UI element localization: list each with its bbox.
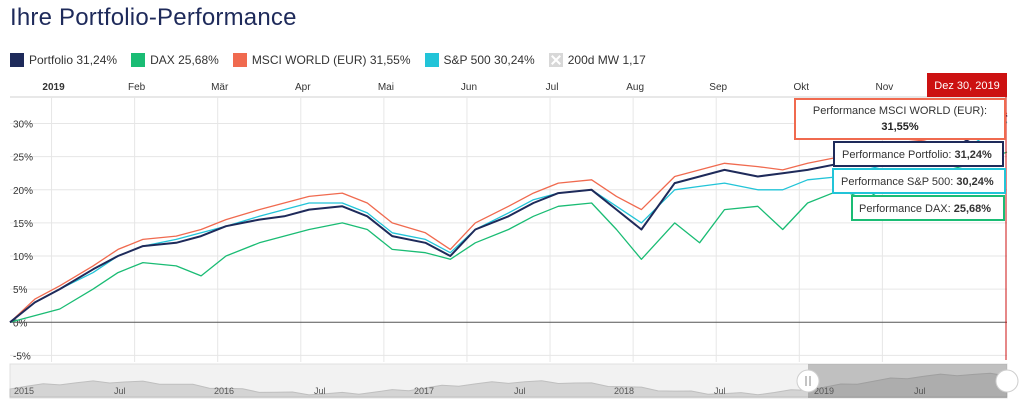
navigator-label: 2019 xyxy=(814,386,834,396)
y-tick-label: 0% xyxy=(13,318,28,329)
tooltip-sp500-value: 30,24% xyxy=(956,176,994,188)
x-tick-label: Apr xyxy=(295,82,311,93)
legend-label-dax: DAX xyxy=(150,53,175,67)
navigator-label: Jul xyxy=(714,386,726,396)
legend-item-portfolio[interactable]: Portfolio 31,24% xyxy=(10,53,117,67)
page-title: Ihre Portfolio-Performance xyxy=(10,4,297,31)
y-tick-label: -5% xyxy=(13,351,31,362)
navigator-label: 2015 xyxy=(14,386,34,396)
x-tick-label: Okt xyxy=(794,82,810,93)
tooltip-sp500: Performance S&P 500: 30,24% xyxy=(832,168,1006,194)
legend-item-dax[interactable]: DAX 25,68% xyxy=(131,53,219,67)
tooltip-portfolio: Performance Portfolio: 31,24% xyxy=(833,141,1004,167)
x-tick-label: Nov xyxy=(875,82,893,93)
tooltip-portfolio-box xyxy=(833,141,1004,167)
legend-label-ma200: 200d MW xyxy=(567,53,620,67)
range-navigator[interactable]: 2015 Jul 2016 Jul 2017 Jul 2018 Jul 2019 Jul xyxy=(9,363,1019,399)
legend-value-msci: 31,55% xyxy=(369,53,411,67)
legend-swatch-sp500 xyxy=(424,53,439,67)
tooltip-sp500-label: Performance S&P 500: xyxy=(841,176,953,188)
tooltip-sp500-text: Performance S&P 500: 30,24% xyxy=(841,176,994,188)
legend-label-portfolio: Portfolio xyxy=(29,53,74,67)
x-tick-label: 2019 xyxy=(42,82,65,93)
legend-swatch-dax xyxy=(131,53,146,67)
y-tick-label: 30% xyxy=(13,120,33,131)
legend-item-msci[interactable]: MSCI WORLD (EUR) 31,55% xyxy=(232,53,411,67)
legend-swatch-ma200 xyxy=(548,53,563,67)
navigator-label: 2018 xyxy=(614,386,634,396)
tooltip-portfolio-label: Performance Portfolio: xyxy=(842,149,951,161)
date-badge-bg xyxy=(927,73,1007,97)
navigator-label: Jul xyxy=(314,386,326,396)
y-tick-label: 10% xyxy=(13,252,33,263)
tooltip-msci: Performance MSCI WORLD (EUR): 31,55% xyxy=(794,98,1006,140)
tooltip-dax-value: 25,68% xyxy=(954,203,992,215)
y-tick-label: 15% xyxy=(13,219,33,230)
x-axis-ticks: 2019 Feb Mär Apr Mai Jun Jul Aug Sep Okt Nov xyxy=(42,82,893,93)
navigator-label: 2016 xyxy=(214,386,234,396)
x-tick-label: Feb xyxy=(128,82,146,93)
navigator-handle-right[interactable] xyxy=(995,369,1019,393)
tooltip-sp500-box xyxy=(832,168,1006,194)
legend-swatch-portfolio xyxy=(10,53,24,67)
legend-label-msci: MSCI WORLD (EUR) xyxy=(251,53,367,67)
x-tick-label: Mai xyxy=(378,82,394,93)
y-axis-ticks: 30% 25% 20% 15% 10% 5% 0% -5% xyxy=(13,120,33,363)
legend-value-ma200: 1,17 xyxy=(622,53,646,67)
tooltip-portfolio-value: 31,24% xyxy=(955,149,993,161)
navigator-label: Jul xyxy=(914,386,926,396)
navigator-selection[interactable] xyxy=(808,364,1007,398)
x-tick-label: Jun xyxy=(461,82,477,93)
tooltip-msci-box xyxy=(794,98,1006,140)
x-tick-label: Jul xyxy=(546,82,559,93)
legend-swatch-msci xyxy=(232,53,247,67)
legend-item-sp500[interactable]: S&P 500 30,24% xyxy=(424,53,535,67)
legend-value-sp500: 30,24% xyxy=(494,53,535,67)
tooltip-msci-value: 31,55% xyxy=(881,121,919,133)
x-tick-label: Sep xyxy=(709,82,727,93)
navigator-label: Jul xyxy=(514,386,526,396)
y-tick-label: 5% xyxy=(13,285,28,296)
date-badge-text: Dez 30, 2019 xyxy=(934,80,999,92)
tooltip-dax: Performance DAX: 25,68% xyxy=(851,195,1005,221)
legend-value-dax: 25,68% xyxy=(178,53,219,67)
tooltip-dax-label: Performance DAX: xyxy=(859,203,951,215)
chart-legend: Portfolio 31,24% DAX 25,68% MSCI WORLD (… xyxy=(10,51,660,69)
legend-label-sp500: S&P 500 xyxy=(443,53,491,67)
navigator-handle-right-circle[interactable] xyxy=(995,369,1019,393)
x-tick-label: Aug xyxy=(626,82,644,93)
date-badge: Dez 30, 2019 xyxy=(927,73,1007,97)
legend-value-portfolio: 31,24% xyxy=(76,53,118,67)
tooltip-dax-box xyxy=(851,195,1005,221)
navigator-label: Jul xyxy=(114,386,126,396)
navigator-label: 2017 xyxy=(414,386,434,396)
y-tick-label: 25% xyxy=(13,153,33,164)
navigator-labels: 2015 Jul 2016 Jul 2017 Jul 2018 Jul 2019 Jul xyxy=(14,386,926,396)
tooltip-dax-text: Performance DAX: 25,68% xyxy=(859,203,991,215)
navigator-area xyxy=(9,372,1008,398)
x-tick-label: Mär xyxy=(211,82,229,93)
y-tick-label: 20% xyxy=(13,186,33,197)
navigator-handle-left[interactable] xyxy=(796,369,820,393)
navigator-handle-left-circle[interactable] xyxy=(796,369,820,393)
tooltip-msci-label: Performance MSCI WORLD (EUR): xyxy=(813,105,987,117)
tooltip-portfolio-text: Performance Portfolio: 31,24% xyxy=(842,149,992,161)
legend-item-ma200[interactable]: 200d MW 1,17 xyxy=(548,53,646,67)
